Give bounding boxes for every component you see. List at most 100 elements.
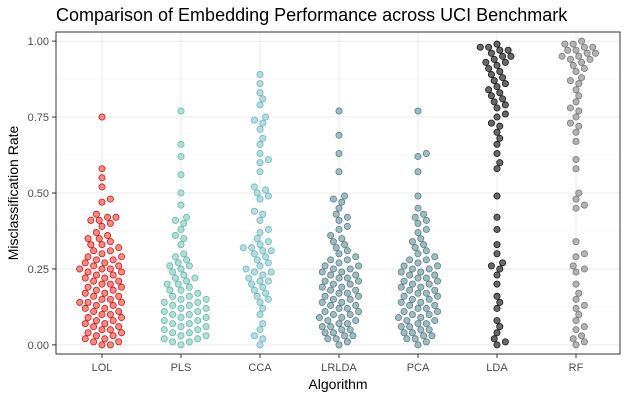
data-point-pca <box>417 235 425 243</box>
data-point-pca <box>417 283 425 291</box>
data-point-lol <box>90 307 98 315</box>
data-point-lda <box>501 80 509 88</box>
data-point-cca <box>264 295 272 303</box>
data-point-lrlda <box>332 210 340 218</box>
data-point-rf <box>572 204 580 212</box>
data-point-pca <box>397 268 405 276</box>
data-point-lrlda <box>332 244 340 252</box>
data-point-rf <box>578 58 586 66</box>
data-point-lol <box>81 320 89 328</box>
data-point-cca <box>259 119 267 127</box>
data-point-lol <box>109 271 117 279</box>
data-point-pls <box>160 326 168 334</box>
data-point-pls <box>177 140 185 148</box>
data-point-lda <box>493 113 501 121</box>
data-point-lrlda <box>335 304 343 312</box>
data-point-lda <box>487 92 495 100</box>
data-point-lol <box>98 222 106 230</box>
data-point-lol <box>115 292 123 300</box>
data-point-lol <box>90 292 98 300</box>
data-point-lrlda <box>352 317 360 325</box>
data-point-pls <box>180 250 188 258</box>
data-point-pls <box>194 317 202 325</box>
data-point-lrlda <box>352 271 360 279</box>
data-point-rf <box>580 43 588 51</box>
data-point-lda <box>485 43 493 51</box>
data-point-lol <box>98 250 106 258</box>
data-point-lda <box>496 298 504 306</box>
data-point-pca <box>414 250 422 258</box>
data-point-lol <box>92 210 100 218</box>
data-point-lrlda <box>327 256 335 264</box>
data-point-lol <box>92 228 100 236</box>
data-point-lol <box>98 280 106 288</box>
data-point-lol <box>101 289 109 297</box>
data-point-lrlda <box>318 298 326 306</box>
data-point-lol <box>101 259 109 267</box>
data-point-rf <box>569 335 577 343</box>
data-point-cca <box>256 195 264 203</box>
data-point-pls <box>191 274 199 282</box>
data-point-pls <box>169 292 177 300</box>
data-point-lol <box>118 298 126 306</box>
data-point-lol <box>115 262 123 270</box>
data-point-pca <box>431 317 439 325</box>
data-point-pls <box>160 335 168 343</box>
data-point-lrlda <box>338 298 346 306</box>
data-point-lol <box>115 338 123 346</box>
data-point-pls <box>194 307 202 315</box>
data-point-pls <box>194 289 202 297</box>
data-point-lol <box>92 332 100 340</box>
data-point-cca <box>262 186 270 194</box>
data-point-rf <box>572 304 580 312</box>
data-point-cca <box>264 238 272 246</box>
data-point-lrlda <box>338 235 346 243</box>
data-point-rf <box>580 250 588 258</box>
data-point-pls <box>180 219 188 227</box>
data-point-cca <box>267 247 275 255</box>
data-point-lrlda <box>349 332 357 340</box>
data-point-lrlda <box>335 216 343 224</box>
data-point-lrlda <box>355 307 363 315</box>
data-point-pca <box>425 295 433 303</box>
data-point-lol <box>98 165 106 173</box>
data-point-lol <box>109 317 117 325</box>
data-point-cca <box>250 250 258 258</box>
data-point-pca <box>422 216 430 224</box>
data-point-cca <box>250 332 258 340</box>
data-point-rf <box>564 46 572 54</box>
data-point-lda <box>499 259 507 267</box>
data-point-lol <box>87 241 95 249</box>
data-point-lda <box>496 122 504 130</box>
data-point-lrlda <box>343 247 351 255</box>
data-point-pls <box>185 283 193 291</box>
data-point-lol <box>109 332 117 340</box>
data-point-pca <box>408 329 416 337</box>
data-point-lol <box>87 216 95 224</box>
x-tick-label-lrlda: LRLDA <box>321 362 357 374</box>
data-point-pca <box>414 153 422 161</box>
data-point-lda <box>496 134 504 142</box>
data-point-lrlda <box>318 268 326 276</box>
data-point-lrlda <box>329 238 337 246</box>
data-point-pls <box>177 201 185 209</box>
data-point-cca <box>264 156 272 164</box>
data-point-pls <box>202 304 210 312</box>
data-point-lda <box>493 271 501 279</box>
data-point-lrlda <box>335 204 343 212</box>
data-point-lrlda <box>324 335 332 343</box>
data-point-pls <box>169 338 177 346</box>
data-point-cca <box>256 71 264 79</box>
data-point-lda <box>493 304 501 312</box>
data-point-lol <box>109 301 117 309</box>
data-point-cca <box>253 292 261 300</box>
data-point-lda <box>485 86 493 94</box>
data-point-pls <box>185 320 193 328</box>
data-point-pca <box>431 253 439 261</box>
data-point-lol <box>109 286 117 294</box>
data-point-lrlda <box>343 274 351 282</box>
data-point-pca <box>417 268 425 276</box>
data-point-pca <box>400 277 408 285</box>
data-point-lda <box>493 61 501 69</box>
data-point-lrlda <box>321 329 329 337</box>
